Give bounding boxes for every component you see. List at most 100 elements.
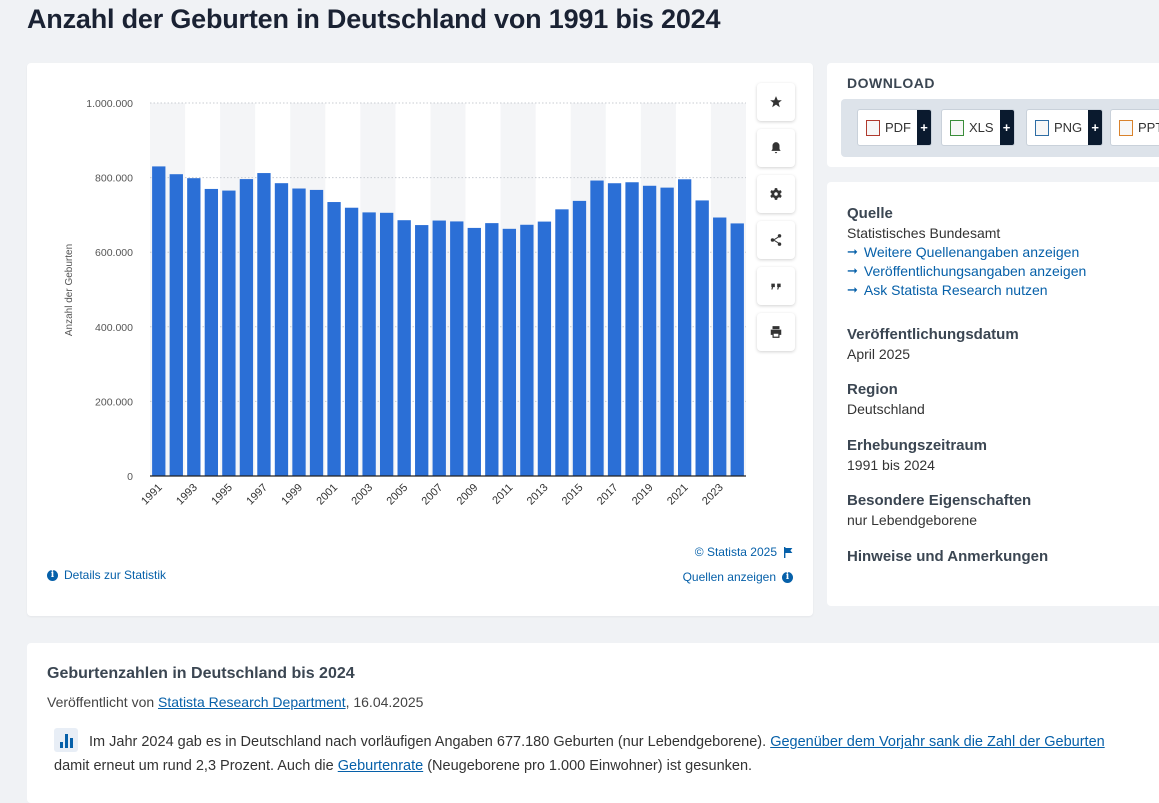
special-value: nur Lebendgeborene [847, 512, 978, 528]
birthrate-link[interactable]: Geburtenrate [337, 758, 424, 774]
pub-prefix: Veröffentlicht von [47, 694, 159, 710]
bar-1992 [169, 174, 183, 476]
copyright-text: © Statista 2025 [694, 545, 777, 559]
decline-link[interactable]: Gegenüber dem Vorjahr sank die Zahl der … [770, 734, 1105, 750]
bar-1997 [257, 173, 271, 476]
bar-2000 [309, 189, 324, 476]
arrow-right-icon: ➞ [847, 282, 858, 297]
bar-2019 [642, 185, 657, 476]
x-tick-label: 2017 [595, 482, 621, 508]
x-tick-label: 2001 [314, 482, 340, 508]
chart-card: 0 200.000 400.000 600.000 800.000 1.000.000 19… [27, 63, 813, 616]
plus-icon: + [917, 110, 931, 145]
y-tick-label: 800.000 [95, 173, 133, 185]
y-tick-label: 400.000 [95, 322, 133, 334]
print-button[interactable] [757, 313, 795, 351]
bar-2022 [695, 200, 709, 476]
y-axis-label: Anzahl der Geburten [64, 244, 75, 336]
x-tick-label: 2019 [630, 482, 656, 508]
x-tick-label: 1995 [209, 482, 235, 508]
info-icon: i [47, 569, 58, 581]
special-section: Besondere Eigenschaften nur Lebendgebore… [847, 492, 1031, 528]
x-tick-label: 2005 [384, 482, 410, 508]
x-tick-label: 2013 [525, 482, 551, 508]
ask-research-link[interactable]: ➞ Ask Statista Research nutzen [847, 282, 1086, 298]
settings-button[interactable] [757, 175, 795, 213]
y-tick-label: 1.000.000 [86, 98, 133, 110]
pdf-file-icon [866, 119, 880, 136]
bar-1995 [222, 190, 236, 476]
region-heading: Region [847, 381, 898, 398]
x-tick-label: 2007 [420, 482, 446, 508]
notes-heading: Hinweise und Anmerkungen [847, 548, 1049, 565]
arrow-right-icon: ➞ [847, 263, 858, 278]
x-tick-label: 2011 [490, 482, 515, 507]
chart-toolbar [757, 83, 795, 359]
more-sources-link[interactable]: ➞ Weitere Quellenangaben anzeigen [847, 244, 1086, 260]
region-section: Region Deutschland [847, 381, 925, 417]
y-tick-label: 200.000 [95, 396, 133, 408]
publication-info-link[interactable]: ➞ Veröffentlichungsangaben anzeigen [847, 263, 1086, 279]
bar-2006 [415, 225, 429, 476]
publication-info-label: Veröffentlichungsangaben anzeigen [863, 263, 1087, 279]
x-tick-label: 2003 [349, 482, 375, 508]
details-link[interactable]: i Details zur Statistik [47, 568, 166, 582]
share-button[interactable] [757, 221, 795, 259]
bar-1996 [239, 179, 254, 476]
y-tick-label: 0 [127, 471, 133, 483]
bar-2010 [485, 223, 499, 476]
y-tick-label: 600.000 [95, 247, 133, 259]
png-file-icon [1035, 119, 1049, 136]
bar-2018 [625, 182, 639, 477]
bar-2012 [520, 224, 534, 476]
notes-section[interactable]: Hinweise und Anmerkungen [847, 548, 1048, 565]
bar-2021 [677, 179, 692, 476]
period-value: 1991 bis 2024 [847, 457, 935, 473]
bar-2007 [432, 220, 446, 476]
bar-2004 [379, 212, 394, 477]
sources-link[interactable]: Quellen anzeigen i [683, 570, 793, 584]
bar-2024 [730, 223, 744, 476]
download-xls-button[interactable]: XLS + [941, 109, 1015, 146]
x-tick-label: 2015 [560, 482, 586, 508]
ask-research-label: Ask Statista Research nutzen [863, 282, 1048, 298]
bar-2009 [467, 227, 481, 476]
bell-icon [771, 142, 781, 154]
flag-icon [784, 546, 793, 558]
body-text-1: Im Jahr 2024 gab es in Deutschland nach … [89, 734, 771, 750]
article-title: Geburtenzahlen in Deutschland bis 2024 [47, 665, 355, 682]
author-link[interactable]: Statista Research Department [158, 694, 346, 710]
more-sources-label: Weitere Quellenangaben anzeigen [863, 244, 1080, 260]
download-pdf-button[interactable]: PDF + [857, 109, 932, 146]
bar-2017 [607, 183, 622, 476]
body-text-3: (Neugeborene pro 1.000 Einwohner) ist ge… [423, 758, 753, 774]
bar-chart-icon [54, 728, 78, 752]
arrow-right-icon: ➞ [847, 244, 858, 259]
x-tick-label: 1999 [279, 482, 305, 508]
period-section: Erhebungszeitraum 1991 bis 2024 [847, 437, 987, 473]
bar-2005 [397, 220, 411, 476]
body-text-2: damit erneut um rund 2,3 Prozent. Auch d… [54, 758, 338, 774]
download-pdf-label: PDF [885, 120, 911, 135]
download-strip: PDF + XLS + PNG + PPT [841, 99, 1159, 157]
download-png-button[interactable]: PNG + [1026, 109, 1104, 146]
statista-copyright[interactable]: © Statista 2025 [695, 545, 793, 559]
info-card: Quelle Statistisches Bundesamt ➞ Weitere … [827, 182, 1159, 606]
period-heading: Erhebungszeitraum [847, 437, 988, 454]
notification-button[interactable] [757, 129, 795, 167]
cite-button[interactable] [757, 267, 795, 305]
details-label: Details zur Statistik [64, 568, 167, 582]
sources-label: Quellen anzeigen [682, 570, 776, 584]
favorite-button[interactable] [757, 83, 795, 121]
article-card: Geburtenzahlen in Deutschland bis 2024 V… [27, 643, 1159, 803]
bar-2015 [572, 200, 587, 476]
bar-2013 [537, 221, 552, 476]
region-value: Deutschland [847, 401, 925, 417]
download-ppt-button[interactable]: PPT [1110, 109, 1159, 146]
source-heading: Quelle [847, 205, 893, 222]
quote-icon [771, 283, 781, 290]
download-title: DOWNLOAD [847, 75, 935, 91]
plus-icon: + [1088, 110, 1103, 145]
source-value: Statistisches Bundesamt [847, 225, 1001, 241]
bar-2020 [660, 187, 674, 476]
